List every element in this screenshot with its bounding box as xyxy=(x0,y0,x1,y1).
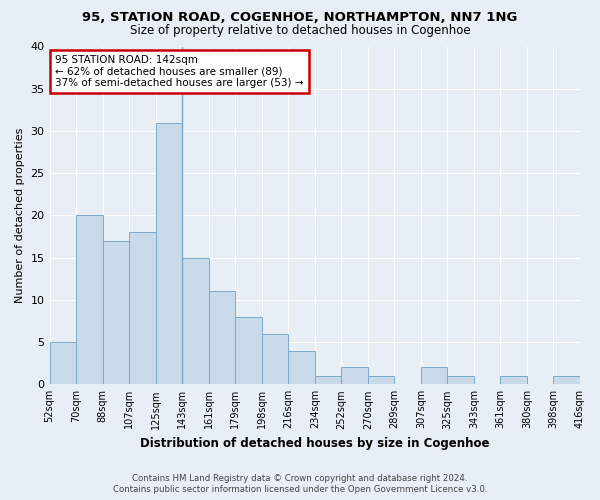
Bar xyxy=(182,258,209,384)
Bar xyxy=(288,350,315,384)
Bar xyxy=(421,368,448,384)
Bar xyxy=(209,292,235,384)
Bar xyxy=(448,376,474,384)
Text: Size of property relative to detached houses in Cogenhoe: Size of property relative to detached ho… xyxy=(130,24,470,37)
Bar xyxy=(103,240,129,384)
Bar xyxy=(50,342,76,384)
Bar xyxy=(76,216,103,384)
Bar xyxy=(368,376,394,384)
Bar xyxy=(129,232,155,384)
Text: 95, STATION ROAD, COGENHOE, NORTHAMPTON, NN7 1NG: 95, STATION ROAD, COGENHOE, NORTHAMPTON,… xyxy=(82,11,518,24)
Bar xyxy=(262,334,288,384)
Text: Contains HM Land Registry data © Crown copyright and database right 2024.
Contai: Contains HM Land Registry data © Crown c… xyxy=(113,474,487,494)
X-axis label: Distribution of detached houses by size in Cogenhoe: Distribution of detached houses by size … xyxy=(140,437,490,450)
Bar xyxy=(500,376,527,384)
Bar xyxy=(341,368,368,384)
Bar xyxy=(553,376,580,384)
Bar xyxy=(235,316,262,384)
Bar xyxy=(155,122,182,384)
Text: 95 STATION ROAD: 142sqm
← 62% of detached houses are smaller (89)
37% of semi-de: 95 STATION ROAD: 142sqm ← 62% of detache… xyxy=(55,55,304,88)
Y-axis label: Number of detached properties: Number of detached properties xyxy=(15,128,25,303)
Bar xyxy=(315,376,341,384)
